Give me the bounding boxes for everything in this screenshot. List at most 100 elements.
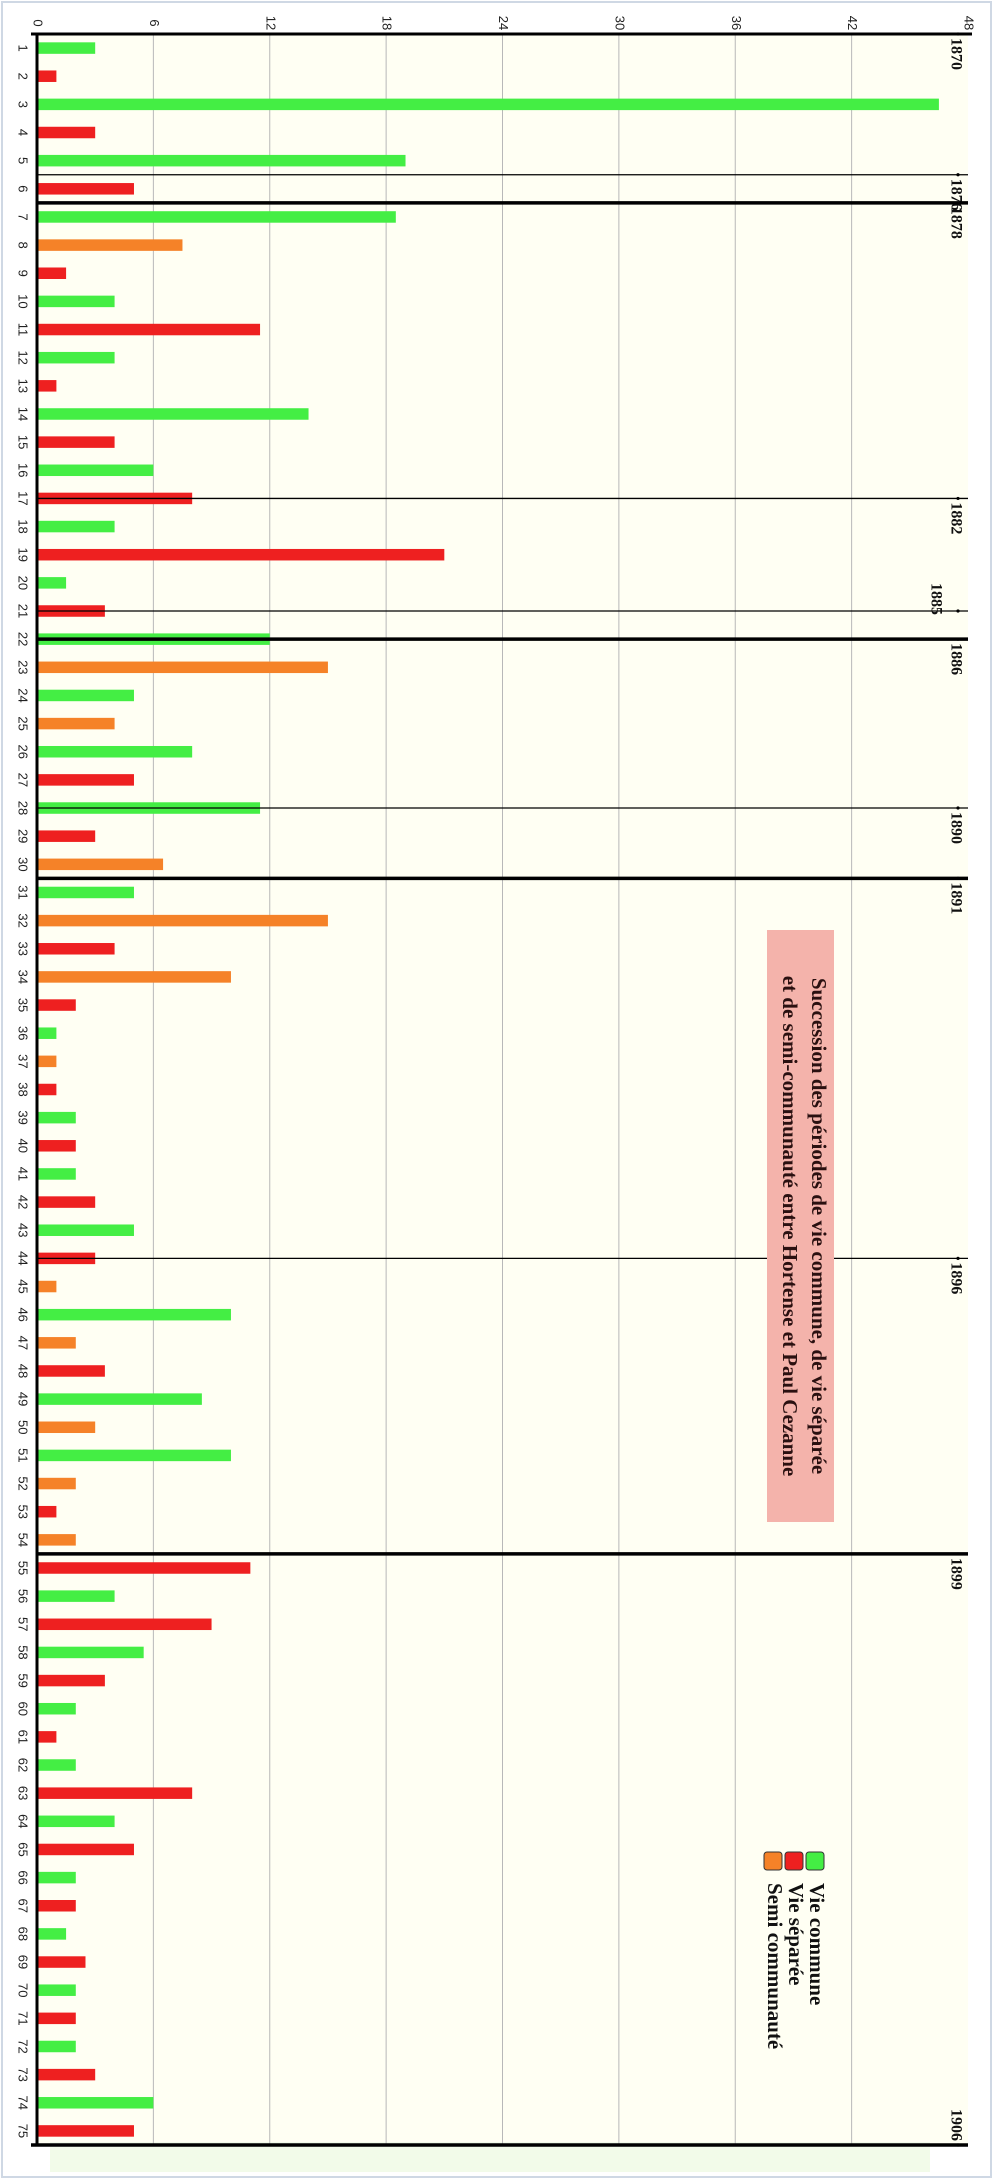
category-label-62: 62	[16, 1758, 31, 1772]
category-label-55: 55	[16, 1561, 31, 1575]
bar-10	[37, 295, 115, 308]
bar-33	[37, 943, 115, 955]
bar-54	[37, 1534, 76, 1546]
bar-26	[37, 745, 193, 758]
bar-48	[37, 1365, 105, 1377]
bar-45	[37, 1280, 57, 1293]
title-line-2: et de semi-communauté entre Hortense et …	[778, 976, 802, 1477]
bar-56	[37, 1590, 115, 1602]
year-dot-1878	[956, 201, 960, 205]
category-label-37: 37	[16, 1054, 31, 1068]
category-label-16: 16	[16, 463, 31, 477]
bar-59	[37, 1674, 105, 1687]
category-label-33: 33	[16, 942, 31, 956]
bar-35	[37, 999, 76, 1011]
bar-63	[37, 1787, 193, 1799]
bar-34	[37, 971, 231, 983]
category-label-64: 64	[16, 1814, 31, 1828]
bar-11	[37, 323, 261, 336]
category-label-63: 63	[16, 1786, 31, 1800]
bar-73	[37, 2068, 96, 2081]
year-dot-1885	[956, 609, 960, 613]
bar-47	[37, 1337, 76, 1349]
value-tick-label-0: 0	[31, 19, 46, 26]
category-label-28: 28	[16, 801, 31, 815]
bar-7	[37, 211, 396, 223]
category-label-59: 59	[16, 1673, 31, 1687]
category-label-39: 39	[16, 1110, 31, 1124]
bar-3	[37, 98, 939, 111]
bar-4	[37, 126, 96, 139]
bar-18	[37, 520, 115, 533]
bar-31	[37, 886, 134, 899]
year-dot-1890	[956, 806, 960, 810]
category-label-32: 32	[16, 913, 31, 927]
year-dot-1882	[956, 496, 960, 501]
bar-12	[37, 351, 115, 364]
bar-32	[37, 914, 328, 927]
value-tick-label-48: 48	[962, 16, 977, 30]
category-label-61: 61	[16, 1730, 31, 1744]
bar-53	[37, 1505, 57, 1518]
category-label-53: 53	[16, 1504, 31, 1518]
bar-55	[37, 1562, 251, 1574]
category-label-69: 69	[16, 1955, 31, 1969]
bar-65	[37, 1843, 134, 1856]
category-label-49: 49	[16, 1392, 31, 1406]
value-tick-label-12: 12	[263, 16, 278, 30]
bar-60	[37, 1702, 76, 1715]
category-label-71: 71	[16, 2011, 31, 2025]
value-tick-label-30: 30	[612, 16, 627, 30]
category-label-73: 73	[16, 2067, 31, 2081]
bar-14	[37, 408, 309, 420]
bar-62	[37, 1759, 76, 1771]
year-label-1899: 1899	[947, 1558, 964, 1590]
legend-label-vie-separee: Vie séparée	[784, 1883, 808, 1985]
category-label-18: 18	[16, 519, 31, 533]
year-label-1885: 1885	[927, 583, 944, 615]
category-label-11: 11	[16, 323, 31, 337]
year-label-1896: 1896	[947, 1262, 964, 1294]
value-tick-label-18: 18	[380, 16, 395, 30]
category-label-56: 56	[16, 1589, 31, 1603]
bar-46	[37, 1308, 231, 1321]
chart-title: Succession des périodes de vie commune, …	[767, 930, 834, 1522]
category-label-22: 22	[16, 632, 31, 646]
category-label-58: 58	[16, 1645, 31, 1659]
year-label-1906: 1906	[947, 2109, 964, 2141]
category-label-1: 1	[16, 44, 31, 51]
category-label-8: 8	[16, 241, 31, 248]
category-label-57: 57	[16, 1617, 31, 1631]
category-label-15: 15	[16, 435, 31, 449]
category-label-54: 54	[16, 1533, 31, 1547]
category-label-24: 24	[16, 688, 31, 702]
category-label-12: 12	[16, 350, 31, 364]
category-label-17: 17	[16, 491, 31, 505]
category-label-75: 75	[16, 2124, 31, 2138]
value-tick-label-6: 6	[147, 19, 162, 26]
category-label-23: 23	[16, 660, 31, 674]
bar-15	[37, 436, 115, 448]
bar-50	[37, 1421, 96, 1434]
bar-72	[37, 2040, 76, 2053]
legend-label-vie-commune: Vie commune	[805, 1883, 829, 2005]
category-label-14: 14	[16, 407, 31, 421]
plot-footer-band	[50, 2142, 930, 2172]
category-label-48: 48	[16, 1364, 31, 1378]
bar-68	[37, 1928, 67, 1940]
category-label-38: 38	[16, 1082, 31, 1096]
bar-75	[37, 2125, 134, 2137]
year-label-1878: 1878	[947, 207, 964, 239]
bar-40	[37, 1140, 76, 1152]
category-label-27: 27	[16, 773, 31, 787]
bar-70	[37, 1984, 76, 1996]
category-label-47: 47	[16, 1336, 31, 1350]
year-label-1886: 1886	[947, 643, 964, 675]
bar-25	[37, 717, 115, 730]
bar-37	[37, 1055, 57, 1068]
category-label-4: 4	[16, 129, 31, 136]
year-dot-1876	[956, 173, 960, 177]
bar-71	[37, 2012, 76, 2025]
